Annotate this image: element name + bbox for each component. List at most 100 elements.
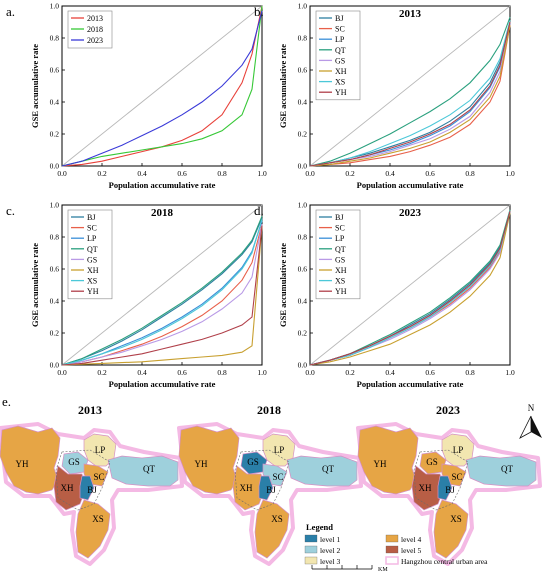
legend-label-sc: SC (335, 224, 345, 233)
district-label-lp: LP (453, 445, 464, 455)
district-label-lp: LP (274, 445, 285, 455)
district-bj (79, 475, 95, 501)
y-tick-label: 0.2 (50, 130, 60, 139)
y-axis-label: GSE accumulative rate (278, 44, 288, 128)
x-tick-label: 0.0 (305, 368, 315, 377)
x-tick-label: 0.4 (385, 368, 395, 377)
y-tick-label: 0.4 (50, 98, 60, 107)
panel-b: 0.0 0.2 0.4 0.6 0.8 1.0 0.0 0.2 0.4 0.6 0.8 1.0 Popu… (254, 2, 515, 190)
series-line-xs (309, 20, 511, 167)
legend-label-lp: LP (87, 234, 97, 243)
series-line-yh (309, 211, 511, 366)
map-2018: 2018 YH LP QT GS SC XH BJ XS (177, 403, 363, 566)
district-label-xh: XH (419, 483, 432, 493)
y-tick-label: 0.6 (298, 265, 308, 274)
maps-layer: e. 2013 YH LP QT GS SC XH BJ XS 2018 YH LP QT GS SC XH BJ… (0, 394, 542, 573)
district-label-yh: YH (374, 459, 387, 469)
legend-label-lp: LP (335, 234, 345, 243)
legend-label-yh: YH (335, 287, 347, 296)
legend-label-bj: BJ (87, 213, 95, 222)
legend-item-label: level 2 (320, 546, 340, 555)
series-line-xs (309, 211, 511, 366)
district-label-bj: BJ (87, 485, 97, 495)
district-xs (75, 499, 111, 559)
y-axis-label: GSE accumulative rate (30, 44, 40, 128)
legend-label-xh: XH (335, 266, 347, 275)
panel-title: 2023 (399, 207, 422, 219)
y-axis-label: GSE accumulative rate (30, 243, 40, 327)
x-tick-label: 0.4 (137, 368, 147, 377)
legend-label-xh: XH (335, 67, 347, 76)
y-tick-label: 0.2 (50, 329, 60, 338)
x-tick-label: 0.0 (305, 169, 315, 178)
legend-item-label: level 4 (401, 535, 421, 544)
central-urban-outline (413, 449, 469, 511)
map-legend: Legend level 1 level 4 level 2 level 5 level … (304, 522, 488, 566)
district-label-xs: XS (92, 514, 104, 524)
district-xh (53, 465, 87, 511)
y-tick-label: 0.2 (298, 329, 308, 338)
x-tick-label: 0.0 (57, 368, 67, 377)
series-line-xh (309, 25, 511, 167)
panel-letter: d. (254, 203, 264, 218)
legend-label-xs: XS (335, 78, 345, 87)
legend-label-2013: 2013 (87, 14, 103, 23)
y-tick-label: 0.0 (298, 361, 308, 370)
x-tick-label: 0.4 (137, 169, 147, 178)
district-label-bj: BJ (266, 485, 276, 495)
legend-box (67, 209, 113, 300)
panel-letter: b. (254, 4, 264, 19)
x-tick-label: 1.0 (505, 169, 515, 178)
x-tick-label: 1.0 (257, 368, 267, 377)
district-label-xh: XH (61, 483, 74, 493)
panel-letter: e. (2, 394, 11, 409)
panel-title: 2013 (399, 8, 422, 20)
y-tick-label: 0.6 (50, 265, 60, 274)
map-halo (177, 422, 363, 566)
plot-frame (61, 204, 263, 366)
series-line-yh (61, 225, 263, 366)
district-qt (107, 455, 179, 487)
district-label-lp: LP (95, 445, 106, 455)
x-axis-label: Population accumulative rate (357, 379, 464, 389)
panel-a: 0.0 0.2 0.4 0.6 0.8 1.0 0.0 0.2 0.4 0.6 0.8 1.0 Popu… (6, 2, 267, 190)
district-xs (254, 499, 290, 559)
legend-item-label: level 3 (320, 557, 340, 566)
legend-label-xs: XS (335, 277, 345, 286)
panel-title: 2018 (151, 207, 174, 219)
north-arrow-left (519, 415, 532, 439)
panel-c: 0.0 0.2 0.4 0.6 0.8 1.0 0.0 0.2 0.4 0.6 0.8 1.0 Popu… (6, 201, 267, 389)
district-label-xh: XH (240, 483, 253, 493)
district-label-xs: XS (271, 514, 283, 524)
district-label-yh: YH (195, 459, 208, 469)
legend-label-bj: BJ (335, 14, 343, 23)
legend-swatch-level4 (385, 534, 399, 543)
legend-label-xs: XS (87, 277, 97, 286)
y-tick-label: 0.2 (298, 130, 308, 139)
charts-layer: 0.0 0.2 0.4 0.6 0.8 1.0 0.0 0.2 0.4 0.6 0.8 1.0 Popu… (6, 2, 515, 389)
legend-label-qt: QT (335, 46, 346, 55)
district-label-sc: SC (451, 472, 462, 482)
legend-swatch-level2 (304, 545, 318, 554)
plot-frame (309, 5, 511, 167)
central-urban-outline (234, 449, 290, 511)
district-label-gs: GS (68, 457, 80, 467)
x-tick-label: 0.0 (57, 169, 67, 178)
district-bj (258, 475, 274, 501)
legend-label-qt: QT (335, 245, 346, 254)
panel-letter: c. (6, 203, 15, 218)
x-tick-label: 0.6 (177, 368, 187, 377)
legend-box (315, 10, 361, 101)
y-tick-label: 1.0 (298, 201, 308, 210)
legend-label-gs: GS (87, 255, 97, 264)
legend-swatch-level1 (304, 534, 318, 543)
series-line-gs (61, 224, 263, 366)
legend-swatch-level3 (304, 556, 318, 565)
district-xh (232, 465, 266, 511)
district-qt (465, 455, 537, 487)
district-label-qt: QT (322, 464, 334, 474)
legend-label-bj: BJ (335, 213, 343, 222)
legend-item-label: Hangzhou central urban area (401, 557, 488, 566)
